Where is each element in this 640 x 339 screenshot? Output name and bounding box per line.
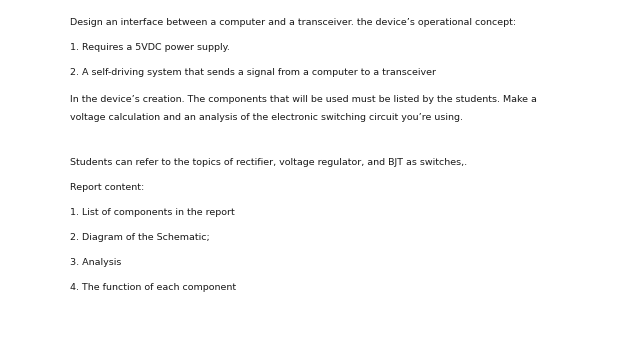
Text: 4. The function of each component: 4. The function of each component <box>70 283 236 292</box>
Text: voltage calculation and an analysis of the electronic switching circuit you’re u: voltage calculation and an analysis of t… <box>70 113 463 122</box>
Text: 1. List of components in the report: 1. List of components in the report <box>70 208 235 217</box>
Text: 3. Analysis: 3. Analysis <box>70 258 122 267</box>
Text: 2. Diagram of the Schematic;: 2. Diagram of the Schematic; <box>70 233 210 242</box>
Text: 2. A self-driving system that sends a signal from a computer to a transceiver: 2. A self-driving system that sends a si… <box>70 68 436 77</box>
Text: In the device’s creation. The components that will be used must be listed by the: In the device’s creation. The components… <box>70 95 537 104</box>
Text: Design an interface between a computer and a transceiver. the device’s operation: Design an interface between a computer a… <box>70 18 516 27</box>
Text: Report content:: Report content: <box>70 183 144 192</box>
Text: Students can refer to the topics of rectifier, voltage regulator, and BJT as swi: Students can refer to the topics of rect… <box>70 158 467 167</box>
Text: 1. Requires a 5VDC power supply.: 1. Requires a 5VDC power supply. <box>70 43 230 52</box>
